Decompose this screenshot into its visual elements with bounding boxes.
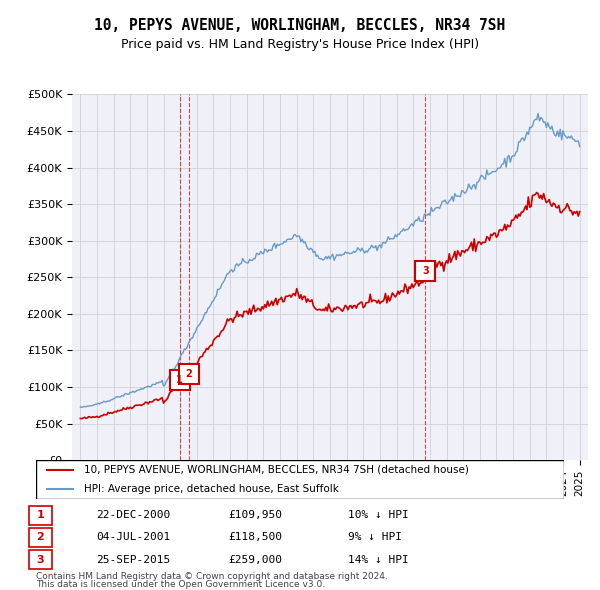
Text: 25-SEP-2015: 25-SEP-2015 (96, 555, 170, 565)
Text: Contains HM Land Registry data © Crown copyright and database right 2024.: Contains HM Land Registry data © Crown c… (36, 572, 388, 581)
Text: £109,950: £109,950 (228, 510, 282, 520)
Text: Price paid vs. HM Land Registry's House Price Index (HPI): Price paid vs. HM Land Registry's House … (121, 38, 479, 51)
Text: HPI: Average price, detached house, East Suffolk: HPI: Average price, detached house, East… (83, 484, 338, 494)
Text: 10% ↓ HPI: 10% ↓ HPI (348, 510, 409, 520)
Text: 04-JUL-2001: 04-JUL-2001 (96, 533, 170, 542)
Text: This data is licensed under the Open Government Licence v3.0.: This data is licensed under the Open Gov… (36, 580, 325, 589)
Text: £259,000: £259,000 (228, 555, 282, 565)
Text: £118,500: £118,500 (228, 533, 282, 542)
Text: 14% ↓ HPI: 14% ↓ HPI (348, 555, 409, 565)
Text: 2: 2 (185, 369, 192, 379)
Text: 2: 2 (37, 533, 44, 542)
Text: 3: 3 (37, 555, 44, 565)
Text: 3: 3 (422, 266, 429, 276)
Text: 9% ↓ HPI: 9% ↓ HPI (348, 533, 402, 542)
Text: 1: 1 (37, 510, 44, 520)
Text: 1: 1 (176, 375, 183, 385)
Text: 22-DEC-2000: 22-DEC-2000 (96, 510, 170, 520)
FancyBboxPatch shape (36, 460, 564, 499)
Text: 10, PEPYS AVENUE, WORLINGHAM, BECCLES, NR34 7SH: 10, PEPYS AVENUE, WORLINGHAM, BECCLES, N… (94, 18, 506, 32)
Text: 10, PEPYS AVENUE, WORLINGHAM, BECCLES, NR34 7SH (detached house): 10, PEPYS AVENUE, WORLINGHAM, BECCLES, N… (83, 465, 469, 475)
